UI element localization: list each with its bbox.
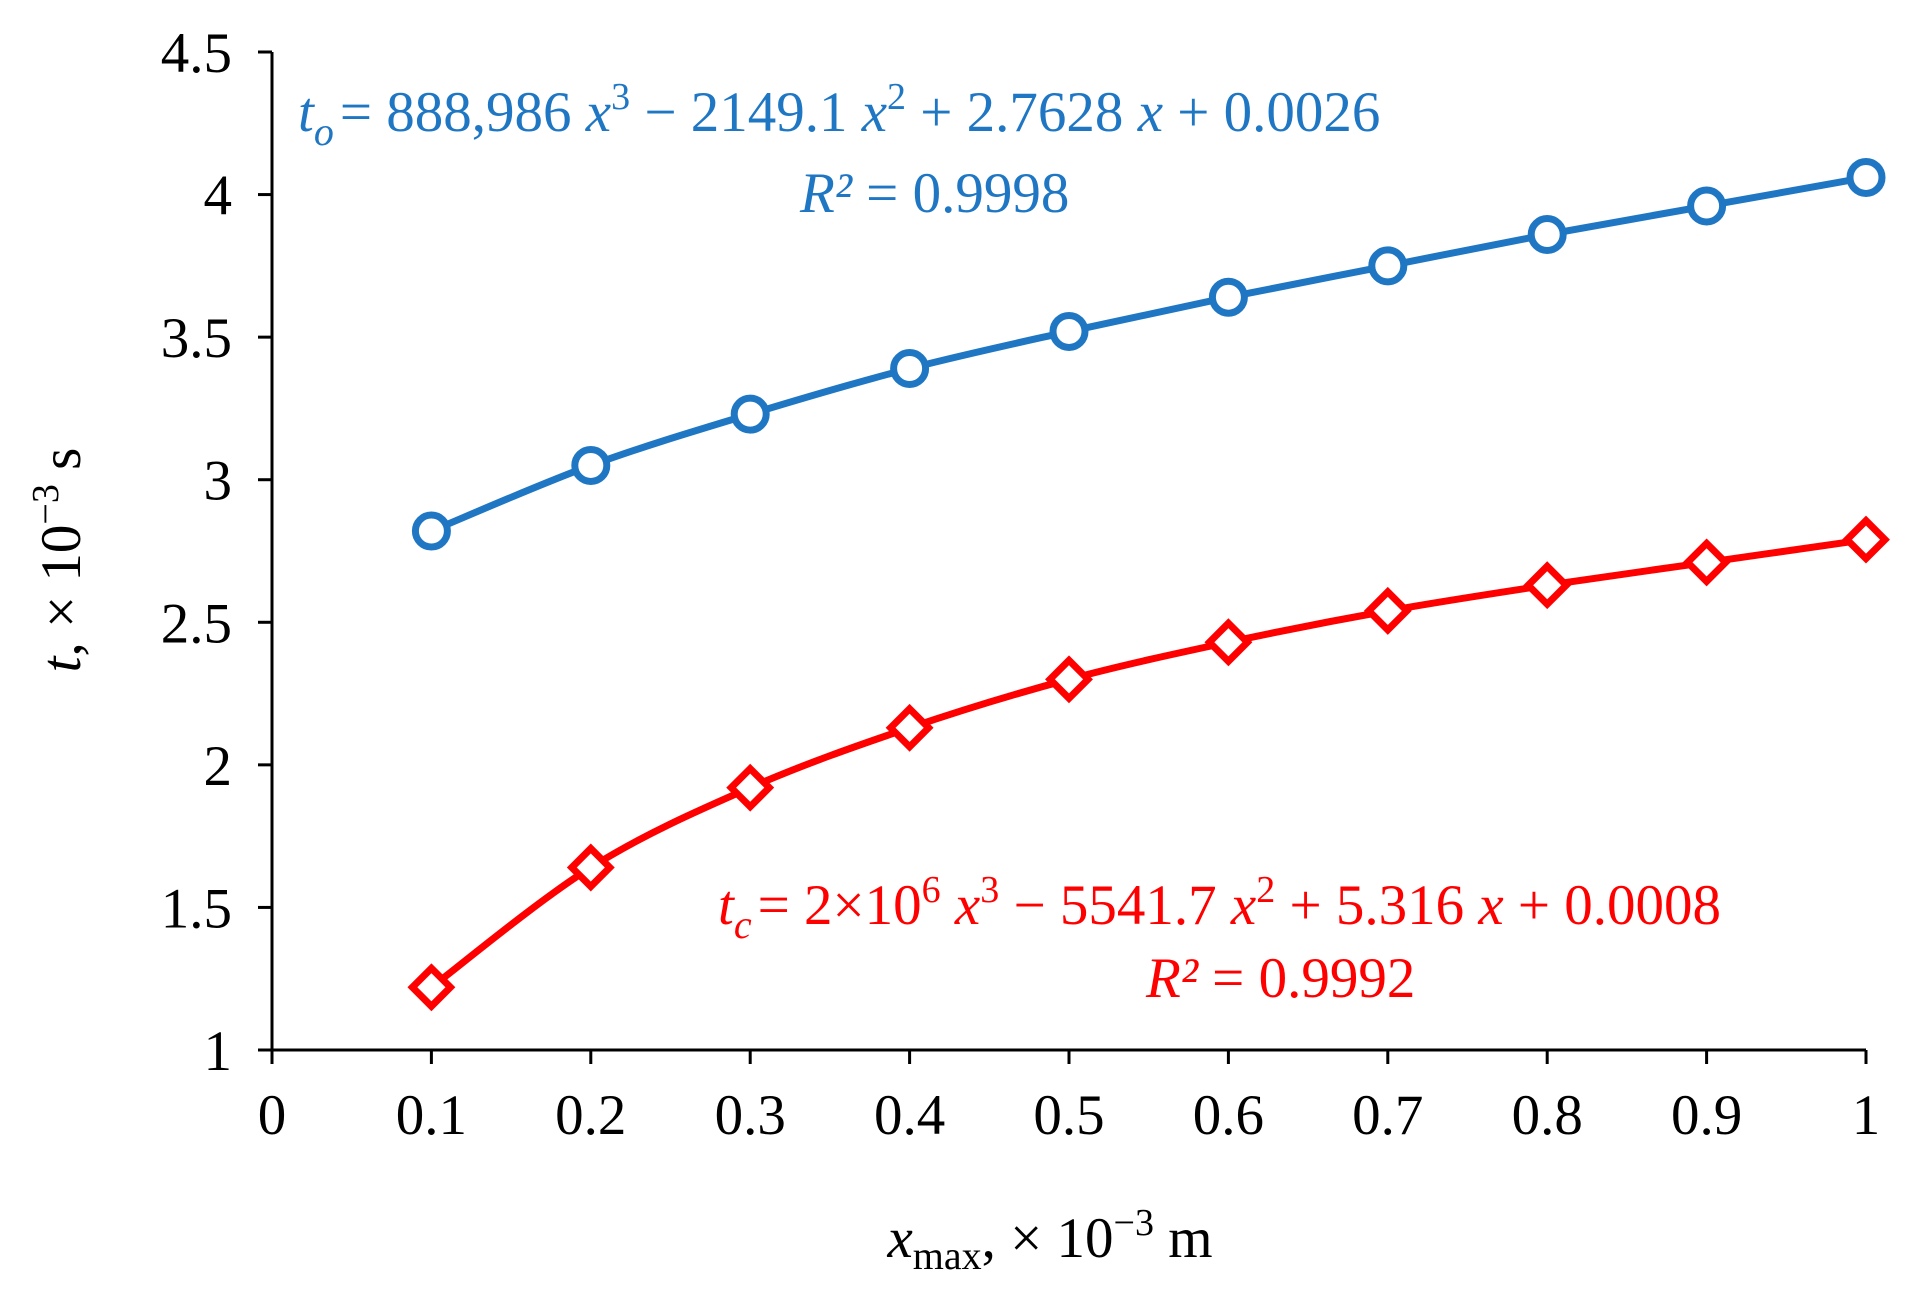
data-point-t_c [1523, 561, 1572, 610]
series-layer [407, 157, 1890, 1012]
y-tick-label: 2.5 [161, 592, 232, 655]
x-tick-label: 0.3 [715, 1084, 786, 1147]
x-tick-label: 0.7 [1352, 1084, 1423, 1147]
data-point-t_o [730, 394, 770, 434]
data-point-t_o [411, 511, 451, 551]
data-point-t_o [1687, 186, 1727, 226]
x-axis-title: xmax, × 10−3 m [886, 1202, 1212, 1278]
data-point-t_c [885, 703, 934, 752]
data-point-t_c [1045, 655, 1093, 704]
data-point-t_o [1208, 277, 1248, 317]
data-point-t_c [1842, 515, 1890, 564]
y-tick-label: 3 [204, 450, 233, 513]
x-tick-label: 0 [258, 1084, 287, 1147]
x-tick-label: 0.8 [1512, 1084, 1583, 1147]
x-tick-label: 0.6 [1193, 1084, 1264, 1147]
data-point-t_c [1682, 538, 1731, 587]
data-point-t_c [407, 963, 456, 1012]
x-tick-label: 1 [1852, 1084, 1881, 1147]
fit-curve-t_c [427, 536, 1870, 991]
x-tick-label: 0.4 [874, 1084, 945, 1147]
equation-tc: tc = 2×106 x3 − 5541.7 x2 + 5.316 x + 0.0… [718, 869, 1721, 947]
data-point-t_c [726, 763, 775, 812]
data-point-t_o [1846, 157, 1886, 197]
y-tick-label: 1.5 [161, 877, 232, 940]
series-t_c [407, 515, 1890, 1012]
x-tick-label: 0.2 [555, 1084, 626, 1147]
y-tick-label: 4 [204, 165, 233, 228]
data-point-t_o [1368, 246, 1408, 286]
x-tick-label: 0.9 [1671, 1084, 1742, 1147]
data-point-t_o [571, 445, 611, 485]
data-point-t_o [1049, 311, 1089, 351]
y-axis-title: t, × 10−3 s [25, 448, 93, 673]
y-tick-label: 2 [204, 735, 233, 798]
y-tick-label: 1 [204, 1020, 233, 1083]
x-tick-label: 0.5 [1033, 1084, 1104, 1147]
fit-curve-t_o [427, 173, 1870, 535]
r2-to: R² = 0.9998 [799, 162, 1069, 225]
data-point-t_c [1204, 618, 1253, 667]
data-point-t_c [1363, 586, 1412, 635]
series-t_o [411, 157, 1886, 551]
y-tick-label: 4.5 [161, 22, 232, 85]
data-point-t_c [566, 843, 615, 892]
r2-tc: R² = 0.9992 [1145, 947, 1415, 1010]
tick-labels: 0 0.1 0.2 0.3 0.4 0.5 0.6 0.7 0.8 0.9 1 1 1.5 2 2.5 3 3.… [161, 22, 1881, 1147]
y-tick-label: 3.5 [161, 307, 232, 370]
data-point-t_o [1527, 214, 1567, 254]
x-tick-label: 0.1 [396, 1084, 467, 1147]
data-point-t_o [890, 349, 930, 389]
equation-to: to = 888,986 x3 − 2149.1 x2 + 2.7628 x + … [298, 76, 1380, 154]
axis-ticks [258, 50, 1868, 1064]
